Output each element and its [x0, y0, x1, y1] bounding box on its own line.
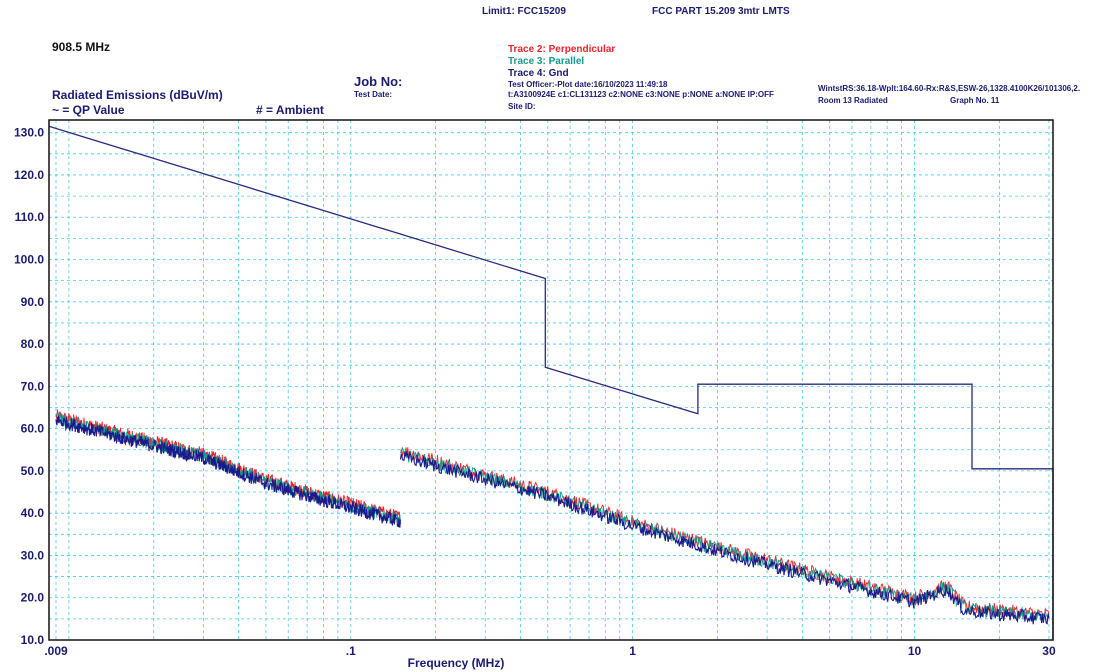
equipment-line: WintstRS:36.18-Wplt:164.60-Rx:R&S,ESW-26…	[818, 84, 1081, 93]
x-axis-label: Frequency (MHz)	[408, 656, 505, 670]
limit-title: Limit1: FCC15209	[482, 6, 566, 17]
qp-legend: ~ = QP Value	[52, 103, 125, 117]
y-tick-label: 70.0	[21, 379, 45, 393]
y-tick-label: 90.0	[21, 295, 45, 309]
ambient-legend: # = Ambient	[256, 103, 324, 117]
trace3-label: Trace 3: Parallel	[508, 56, 585, 67]
y-tick-label: 50.0	[21, 464, 45, 478]
y-tick-label: 130.0	[14, 126, 44, 140]
calibration-line: t:A3100924E c1:CL131123 c2:NONE c3:NONE …	[508, 90, 774, 99]
frequency-display: 908.5 MHz	[52, 40, 111, 54]
x-tick-label: .1	[346, 644, 356, 658]
y-tick-label: 100.0	[14, 253, 44, 267]
plot-border	[48, 119, 1054, 641]
limit-description: FCC PART 15.209 3mtr LMTS	[652, 6, 790, 17]
trace-2-segment-2	[400, 447, 1050, 622]
graph-no-label: Graph No. 11	[950, 96, 1000, 105]
y-tick-label: 110.0	[15, 210, 45, 224]
y-tick-label: 80.0	[21, 337, 45, 351]
plot-area	[49, 120, 1053, 640]
test-officer-line: Test Officer:-Plot date:16/10/2023 11:49…	[508, 80, 668, 89]
limit-line	[48, 125, 1054, 640]
y-tick-label: 60.0	[21, 422, 45, 436]
x-tick-label: 30	[1042, 644, 1056, 658]
trace4-label: Trace 4: Gnd	[508, 68, 569, 79]
y-tick-label: 10.0	[21, 633, 45, 647]
room-label: Room 13 Radiated	[818, 96, 888, 105]
job-no-label: Job No:	[354, 74, 403, 89]
site-id-label: Site ID:	[508, 102, 536, 111]
y-tick-label: 30.0	[21, 548, 45, 562]
x-tick-label: 1	[629, 644, 636, 658]
test-date-label: Test Date:	[354, 90, 393, 99]
y-tick-label: 20.0	[21, 591, 45, 605]
trace-4-segment-1	[55, 415, 401, 528]
trace2-label: Trace 2: Perpendicular	[508, 44, 616, 55]
x-tick-label: .009	[44, 644, 68, 658]
chart-title: Radiated Emissions (dBuV/m)	[52, 88, 223, 102]
x-tick-label: 10	[908, 644, 922, 658]
y-tick-label: 120.0	[14, 168, 44, 182]
trace-4-segment-2	[399, 450, 1050, 625]
y-tick-label: 40.0	[21, 506, 45, 520]
